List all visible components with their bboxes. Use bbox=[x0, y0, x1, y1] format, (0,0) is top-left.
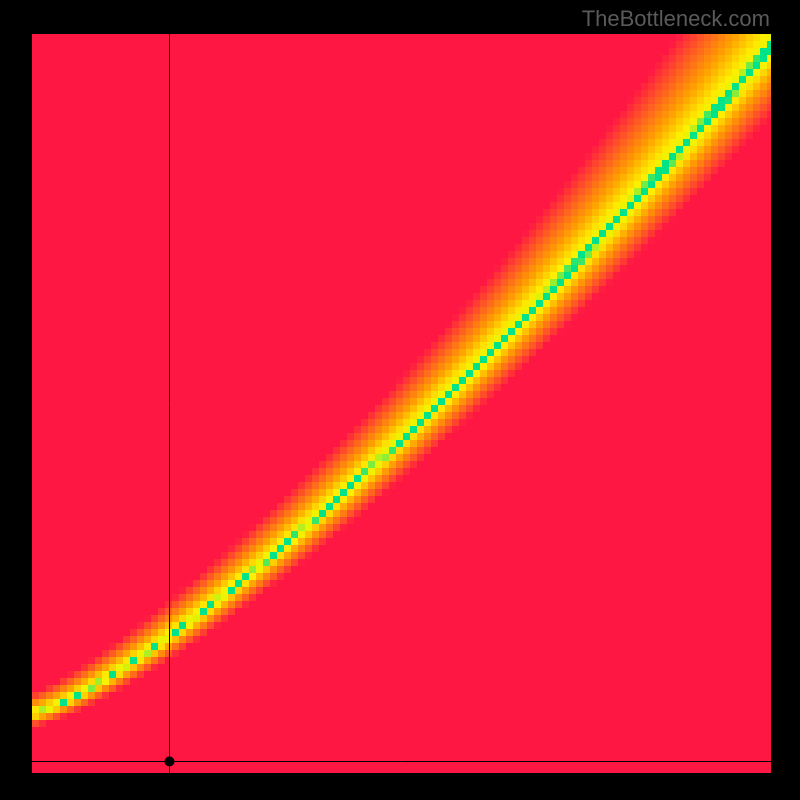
attribution-text: TheBottleneck.com bbox=[582, 6, 770, 32]
bottleneck-heatmap bbox=[32, 34, 771, 773]
chart-container: { "attribution": "TheBottleneck.com", "l… bbox=[0, 0, 800, 800]
